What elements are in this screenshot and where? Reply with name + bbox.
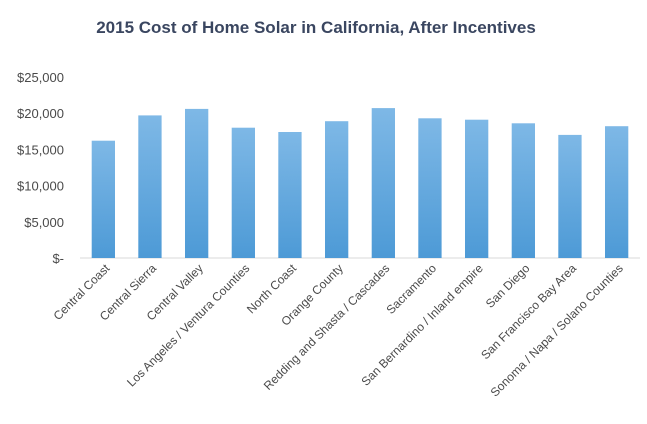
y-tick-label: $5,000 (24, 215, 64, 230)
bar (185, 108, 209, 259)
chart-title: 2015 Cost of Home Solar in California, A… (96, 18, 536, 37)
bar (278, 132, 302, 258)
x-tick-label: San Diego (483, 261, 533, 311)
y-tick-label: $- (52, 251, 64, 266)
bar (138, 115, 162, 259)
bar (371, 108, 395, 258)
bar (325, 121, 349, 258)
bar (511, 123, 535, 258)
bar (91, 140, 115, 258)
y-tick-label: $25,000 (17, 70, 64, 85)
bar (605, 126, 629, 258)
y-tick-label: $20,000 (17, 106, 64, 121)
y-tick-label: $10,000 (17, 179, 64, 194)
y-tick-label: $15,000 (17, 142, 64, 157)
bars-group (91, 108, 629, 259)
bar (231, 127, 255, 258)
x-tick-label: San Francisco Bay Area (478, 261, 579, 362)
bar (558, 134, 582, 258)
bar (418, 118, 442, 258)
y-axis: $- $5,000 $10,000 $15,000 $20,000 $25,000 (17, 70, 64, 266)
bar (465, 119, 489, 258)
